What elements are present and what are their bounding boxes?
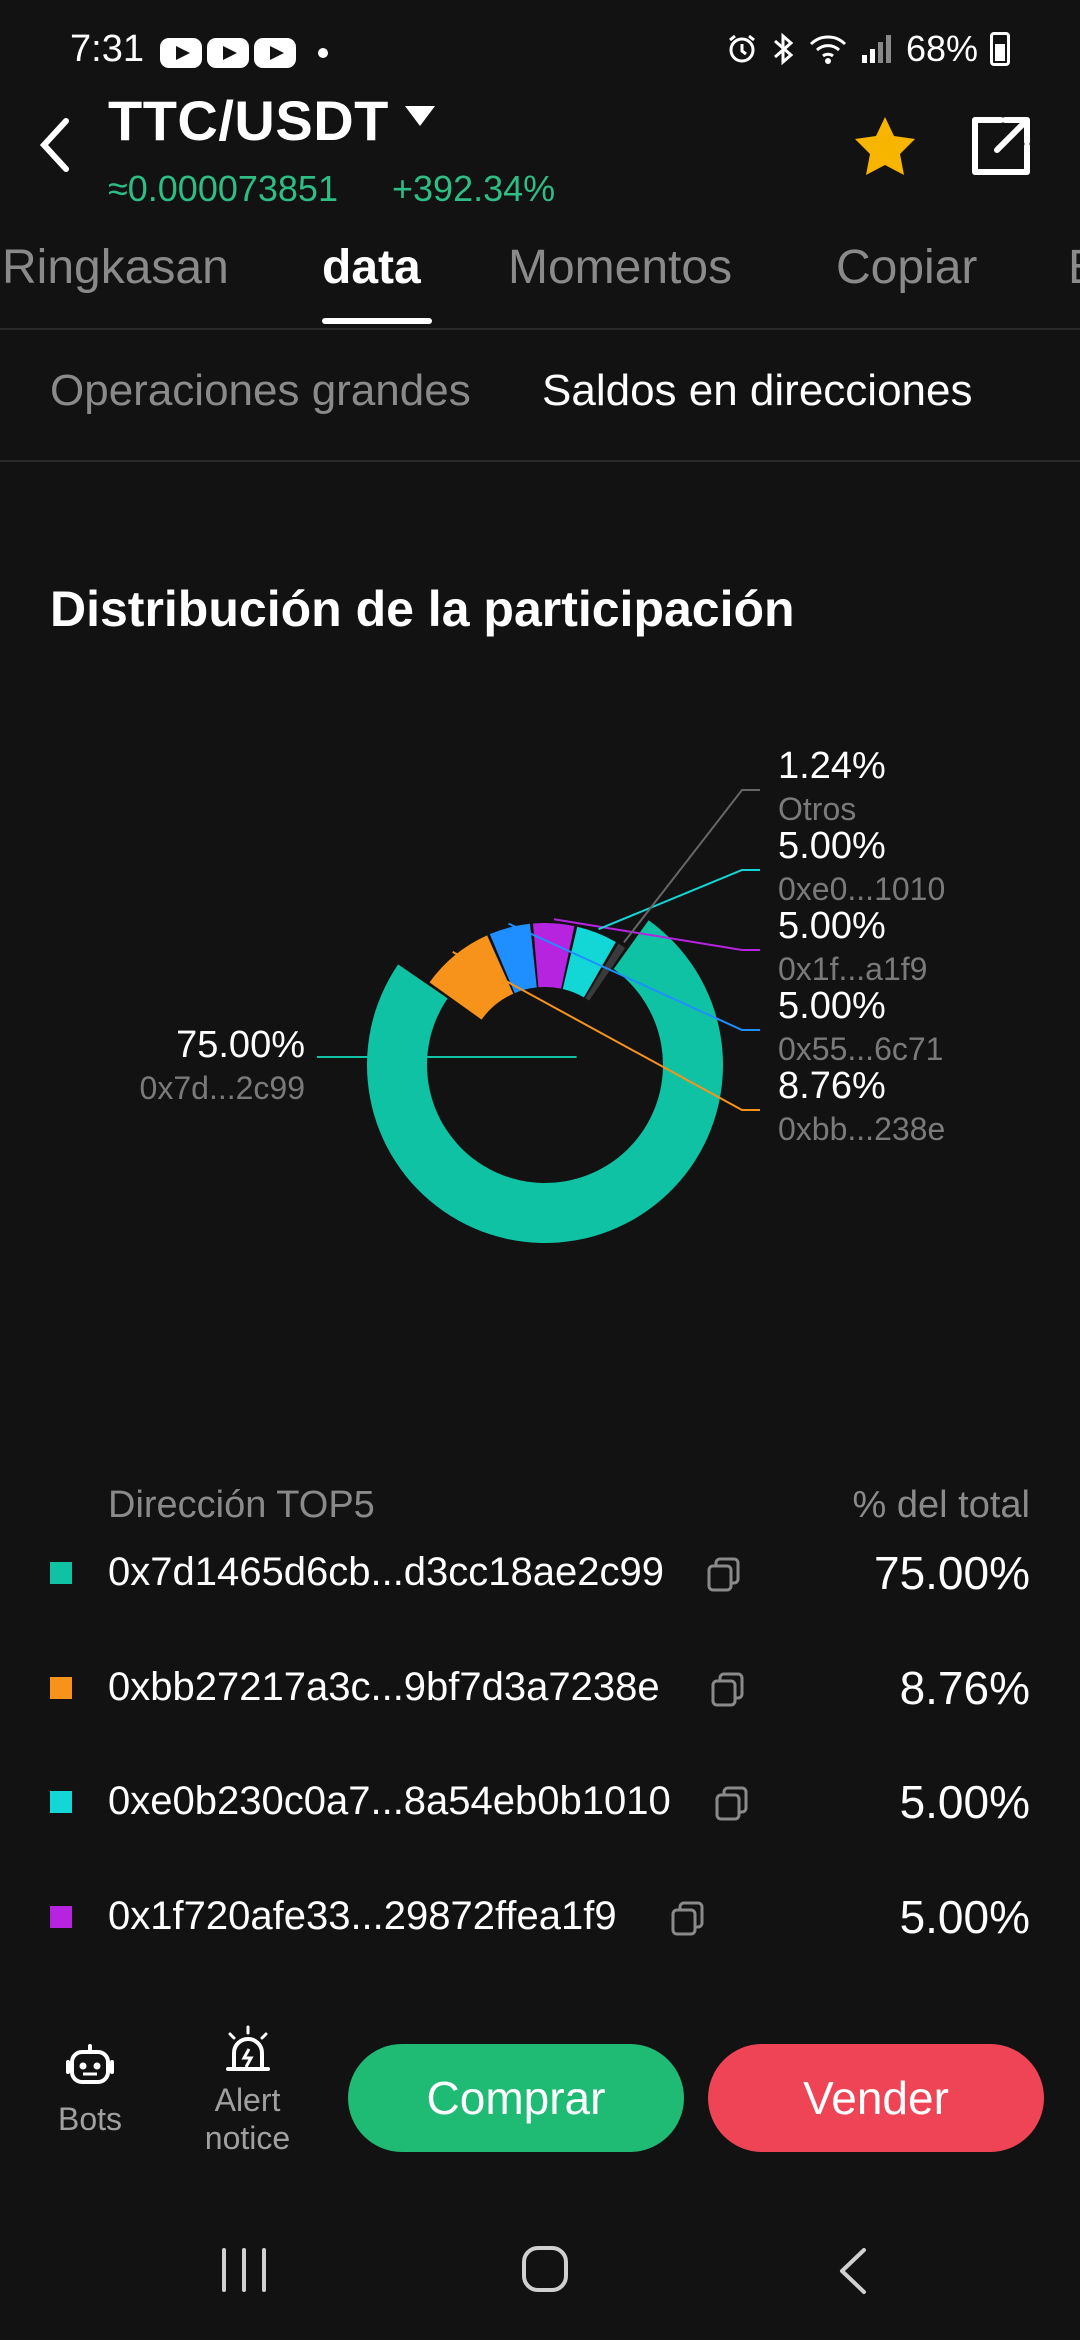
alarm-bell-icon <box>225 2025 270 2071</box>
tab-momentos[interactable]: Momentos <box>508 241 733 294</box>
robot-icon <box>66 2044 114 2084</box>
callout-line <box>598 869 760 931</box>
main-tabs: Ringkasan data Momentos Copiar E <box>0 240 1080 330</box>
alert-label-line2: notice <box>204 2120 291 2156</box>
slice-name-label: 0x55...6c71 <box>778 1031 943 1067</box>
percent-value: 75.00% <box>873 1547 1030 1599</box>
slice-value-label: 5.00% <box>778 825 886 867</box>
slice-value-label: 1.24% <box>778 745 886 787</box>
callout-line <box>623 789 760 943</box>
percent-value: 5.00% <box>899 1891 1030 1943</box>
column-header-address: Dirección TOP5 <box>108 1484 375 1526</box>
callout-line <box>553 918 760 951</box>
slice-value-label: 8.76% <box>778 1065 886 1107</box>
donut-slice <box>366 920 723 1243</box>
youtube-icon <box>160 38 202 68</box>
address-text: 0x7d1465d6cb...d3cc18ae2c99 <box>108 1550 665 1594</box>
notification-dot-icon <box>318 48 328 58</box>
column-header-percent: % del total <box>852 1484 1030 1526</box>
address-text: 0x1f720afe33...29872ffea1f9 <box>108 1894 617 1938</box>
donut-callouts: 75.00%0x7d...2c99 8.76%0xbb...238e5.00%0x… <box>140 745 946 1147</box>
donut-slice <box>562 926 616 998</box>
share-button[interactable] <box>965 112 1035 182</box>
copy-icon[interactable] <box>670 1900 706 1936</box>
alert-label-line1: Alert <box>214 2082 281 2118</box>
donut-slices <box>366 920 723 1243</box>
pair-title[interactable]: TTC/USDT <box>108 89 389 152</box>
table-row: 0xbb27217a3c...9bf7d3a7238e 8.76% <box>0 1651 1080 1731</box>
bots-label: Bots <box>57 2101 123 2137</box>
wifi-icon <box>809 35 846 64</box>
signal-icon <box>861 35 891 63</box>
tab-data[interactable]: data <box>322 241 421 294</box>
copy-icon[interactable] <box>710 1671 746 1707</box>
price-change: +392.34% <box>392 168 556 209</box>
chevron-left-icon <box>39 118 69 172</box>
table-row: 0xe0b230c0a7...8a54eb0b1010 5.00% <box>0 1765 1080 1845</box>
battery-icon <box>990 32 1010 66</box>
bluetooth-icon <box>773 32 794 66</box>
callout-line <box>508 922 760 1031</box>
callout-line <box>452 951 760 1111</box>
donut-slice <box>429 935 514 1020</box>
copy-icon[interactable] <box>706 1556 742 1592</box>
table-row: 0x7d1465d6cb...d3cc18ae2c99 75.00% <box>0 1536 1080 1616</box>
percent-value: 8.76% <box>899 1662 1030 1714</box>
slice-name-label: 0xe0...1010 <box>778 871 945 907</box>
sub-tabs: Operaciones grandes Saldos en direccione… <box>0 332 1080 462</box>
slice-value-label: 5.00% <box>778 985 886 1027</box>
tab-ringkasan[interactable]: Ringkasan <box>2 241 229 294</box>
tab-copiar[interactable]: Copiar <box>836 241 978 294</box>
legend-swatch <box>50 1791 72 1813</box>
address-text: 0xbb27217a3c...9bf7d3a7238e <box>108 1665 660 1709</box>
alert-notice-button[interactable]: Alert notice <box>180 2025 315 2175</box>
sell-button[interactable]: Vender <box>708 2044 1044 2152</box>
nav-back-icon[interactable] <box>832 2246 872 2296</box>
bots-button[interactable]: Bots <box>40 2040 140 2160</box>
address-text: 0xe0b230c0a7...8a54eb0b1010 <box>108 1779 671 1823</box>
subtab-saldos-direcciones[interactable]: Saldos en direcciones <box>542 366 973 415</box>
section-title: Distribución de la participación <box>50 581 795 637</box>
donut-slice <box>585 943 626 1001</box>
favorite-button[interactable] <box>850 112 920 182</box>
slice-value-label: 5.00% <box>778 905 886 947</box>
price: ≈0.000073851 <box>108 168 338 209</box>
status-icons: 68% <box>726 28 1010 70</box>
donut-slice <box>489 923 537 994</box>
alarm-icon <box>729 34 755 63</box>
subtab-operaciones-grandes[interactable]: Operaciones grandes <box>50 366 471 415</box>
slice-name-label: 0x7d...2c99 <box>140 1070 305 1106</box>
buy-button[interactable]: Comprar <box>348 2044 684 2152</box>
donut-chart: 75.00%0x7d...2c99 8.76%0xbb...238e5.00%0x… <box>140 745 946 1243</box>
caret-down-icon[interactable] <box>405 106 435 126</box>
battery-percent: 68% <box>905 28 978 69</box>
slice-name-label: 0xbb...238e <box>778 1111 945 1147</box>
youtube-icon <box>254 38 296 68</box>
share-icon <box>972 117 1030 175</box>
percent-value: 5.00% <box>899 1776 1030 1828</box>
slice-value-label: 75.00% <box>176 1024 305 1066</box>
copy-icon[interactable] <box>714 1785 750 1821</box>
star-icon <box>855 117 915 175</box>
legend-swatch <box>50 1562 72 1584</box>
table-row: 0x1f720afe33...29872ffea1f9 5.00% <box>0 1880 1080 1960</box>
back-button[interactable] <box>30 110 80 180</box>
slice-name-label: Otros <box>778 791 856 827</box>
slice-name-label: 0x1f...a1f9 <box>778 951 927 987</box>
active-tab-indicator <box>322 318 432 324</box>
youtube-icon <box>207 38 249 68</box>
legend-swatch <box>50 1677 72 1699</box>
status-time: 7:31 <box>70 28 144 70</box>
home-icon[interactable] <box>520 2244 570 2294</box>
legend-swatch <box>50 1906 72 1928</box>
recent-apps-icon[interactable] <box>218 2248 270 2292</box>
tab-overflow[interactable]: E <box>1068 240 1080 295</box>
